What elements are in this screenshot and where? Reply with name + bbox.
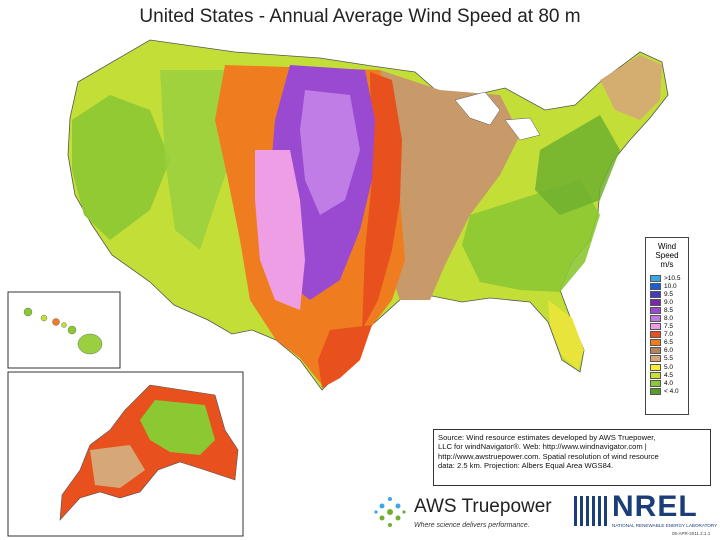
- legend-rows: >10.5 10.0 9.5 9.0 8.5 8.0 7.5 7.0 6.5 6.0 5.5 5.0 4…: [650, 274, 680, 395]
- legend-swatch: [650, 306, 661, 314]
- legend-label: 7.5: [664, 323, 674, 331]
- legend-item: 9.5: [650, 290, 680, 298]
- western-low-wind-region: [72, 95, 170, 240]
- legend-swatch: [650, 315, 661, 323]
- legend-swatch: [650, 339, 661, 347]
- nrel-subtitle: NATIONAL RENEWABLE ENERGY LABORATORY: [612, 523, 718, 528]
- legend-label: < 4.0: [664, 387, 679, 395]
- legend-label: 10.0: [664, 282, 677, 290]
- aws-tagline: Where science delivers performance.: [414, 522, 530, 529]
- source-note: Source: Wind resource estimates develope…: [433, 429, 711, 486]
- legend-swatch: [650, 387, 661, 395]
- date-stamp: 05-APR-2011 2.1.1: [672, 531, 711, 536]
- legend-label: 6.0: [664, 347, 674, 355]
- legend-item: 4.5: [650, 371, 680, 379]
- legend-item: 4.0: [650, 379, 680, 387]
- legend-swatch: [650, 355, 661, 363]
- aws-name: AWS Truepower: [414, 496, 552, 517]
- legend-label: >10.5: [664, 274, 681, 282]
- nrel-emblem-icon: [574, 496, 607, 526]
- hawaii-islands: [23, 307, 103, 355]
- legend-swatch: [650, 274, 661, 282]
- legend-item: < 4.0: [650, 387, 680, 395]
- appalachian-region: [535, 115, 620, 215]
- legend-title: Wind Speed m/s: [655, 242, 679, 269]
- map-title: United States - Annual Average Wind Spee…: [139, 6, 581, 27]
- legend-swatch: [650, 290, 661, 298]
- legend-item: 5.0: [650, 363, 680, 371]
- florida-region: [548, 300, 584, 370]
- aws-truepower-logo: AWS Truepower Where science delivers per…: [372, 492, 572, 536]
- legend-item: 10.0: [650, 282, 680, 290]
- legend-item: 7.0: [650, 331, 680, 339]
- alaska-southwest: [90, 445, 145, 488]
- midwest-brown-band: [372, 70, 520, 300]
- legend-label: 4.0: [664, 379, 674, 387]
- legend-swatch: [650, 371, 661, 379]
- wind-speed-legend: Wind Speed m/s >10.5 10.0 9.5 9.0 8.5 8.0 7.5 7…: [645, 237, 689, 415]
- legend-swatch: [650, 323, 661, 331]
- nrel-name: NREL: [612, 490, 698, 523]
- aws-logo-icon: [374, 497, 406, 527]
- alaska-interior: [140, 400, 215, 455]
- legend-label: 5.5: [664, 355, 674, 363]
- legend-label: 8.5: [664, 306, 674, 314]
- legend-item: 9.0: [650, 298, 680, 306]
- legend-swatch: [650, 363, 661, 371]
- northeast-orange-region: [600, 55, 662, 120]
- legend-label: 4.5: [664, 371, 674, 379]
- legend-item: 7.5: [650, 323, 680, 331]
- legend-swatch: [650, 347, 661, 355]
- legend-label: 7.0: [664, 331, 674, 339]
- legend-item: >10.5: [650, 274, 680, 282]
- legend-label: 6.5: [664, 339, 674, 347]
- great-plains-lilac-region: [300, 90, 360, 215]
- nrel-logo: NREL NATIONAL RENEWABLE ENERGY LABORATOR…: [572, 490, 720, 536]
- legend-swatch: [650, 379, 661, 387]
- legend-item: 6.5: [650, 339, 680, 347]
- legend-label: 5.0: [664, 363, 674, 371]
- texas-coast-orange: [318, 325, 372, 388]
- great-lakes: [454, 91, 541, 141]
- legend-item: 8.5: [650, 306, 680, 314]
- legend-label: 9.5: [664, 290, 674, 298]
- legend-swatch: [650, 331, 661, 339]
- legend-label: 8.0: [664, 315, 674, 323]
- legend-item: 5.5: [650, 355, 680, 363]
- legend-item: 8.0: [650, 314, 680, 323]
- legend-item: 6.0: [650, 347, 680, 355]
- legend-label: 9.0: [664, 298, 674, 306]
- legend-swatch: [650, 282, 661, 290]
- legend-swatch: [650, 298, 661, 306]
- great-plains-pink-region: [255, 150, 305, 310]
- hawaii-inset-frame: [7, 291, 121, 369]
